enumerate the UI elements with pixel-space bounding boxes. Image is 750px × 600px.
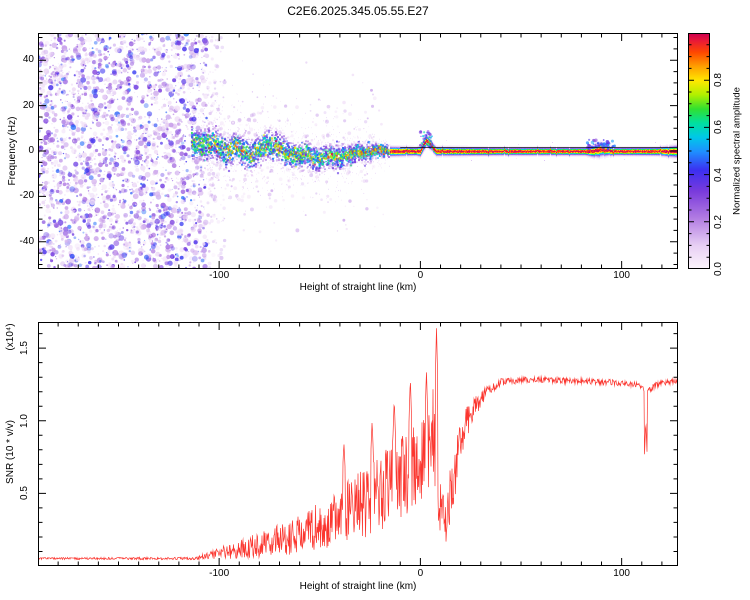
tick-label: -100	[209, 270, 230, 281]
tick-label: 1.5	[19, 341, 30, 356]
tick-label: 0.2	[713, 214, 724, 229]
tick-label: 20	[22, 99, 34, 111]
height-axis-label-top: Height of straight line (km)	[299, 282, 417, 293]
spectrogram-canvas	[38, 33, 678, 269]
tick-label: 100	[613, 270, 630, 281]
tick-label: 1.0	[19, 413, 30, 428]
tick-label: -20	[19, 190, 34, 202]
tick-label: 100	[613, 568, 630, 579]
snr-axis-label: SNR (10 * v/v)	[5, 420, 16, 484]
height-axis-label-bottom: Height of straight line (km)	[299, 581, 417, 592]
chart-title: C2E6.2025.345.05.55.E27	[287, 4, 429, 18]
tick-label: 0	[417, 568, 424, 579]
tick-label: -40	[19, 235, 34, 247]
snr-axis-scale-label: (x10⁴)	[5, 323, 16, 351]
tick-label: 0.8	[713, 73, 724, 88]
tick-label: 0	[28, 145, 34, 156]
tick-label: 0.0	[713, 262, 724, 276]
tick-label: 40	[22, 54, 34, 66]
tick-label: -100	[209, 568, 230, 579]
tick-label: 0.5	[19, 486, 30, 501]
tick-label: 0.4	[713, 167, 724, 182]
colorbar-label: Normalized spectral amplitude	[731, 87, 743, 215]
snr-plot-canvas	[38, 322, 678, 566]
colorbar-canvas	[688, 33, 710, 269]
tick-label: 0	[417, 270, 424, 281]
tick-label: 0.6	[713, 120, 724, 135]
